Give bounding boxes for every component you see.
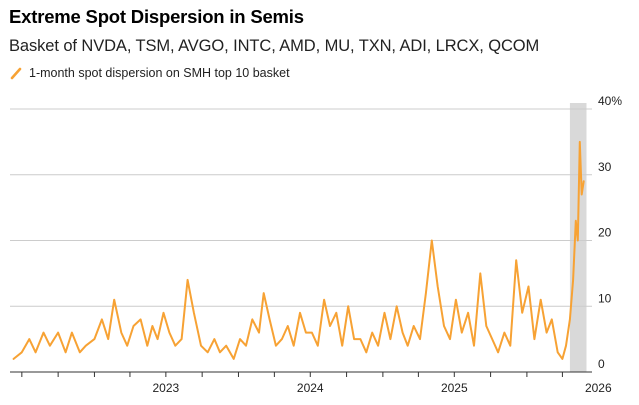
y-tick-label: 20 [598, 226, 612, 240]
x-tick-label: 2026 [585, 381, 612, 395]
y-tick-label: 10 [598, 291, 612, 305]
legend-swatch-line [10, 67, 22, 80]
chart-title: Extreme Spot Dispersion in Semis [9, 6, 304, 27]
x-tick-label: 2024 [297, 381, 324, 395]
y-tick-label: 40% [598, 94, 622, 108]
legend-line-swatch-icon [9, 66, 23, 80]
legend-label: 1-month spot dispersion on SMH top 10 ba… [29, 66, 290, 80]
y-tick-label: 0 [598, 357, 605, 371]
legend: 1-month spot dispersion on SMH top 10 ba… [9, 64, 290, 82]
x-tick-label: 2025 [441, 381, 468, 395]
legend-swatch-svg [10, 67, 22, 80]
x-tick-label: 2023 [153, 381, 180, 395]
chart-subtitle: Basket of NVDA, TSM, AVGO, INTC, AMD, MU… [9, 37, 540, 55]
y-tick-label: 30 [598, 160, 612, 174]
series-line [12, 140, 585, 360]
